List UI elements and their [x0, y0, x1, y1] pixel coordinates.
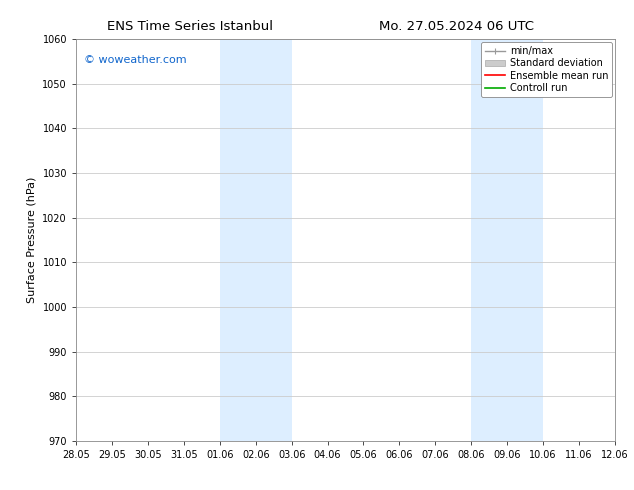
Text: ENS Time Series Istanbul: ENS Time Series Istanbul [107, 20, 273, 33]
Legend: min/max, Standard deviation, Ensemble mean run, Controll run: min/max, Standard deviation, Ensemble me… [481, 42, 612, 97]
Bar [220, 39, 292, 441]
Y-axis label: Surface Pressure (hPa): Surface Pressure (hPa) [27, 177, 37, 303]
Text: Mo. 27.05.2024 06 UTC: Mo. 27.05.2024 06 UTC [379, 20, 534, 33]
Text: © woweather.com: © woweather.com [84, 55, 187, 65]
Bar [471, 39, 543, 441]
